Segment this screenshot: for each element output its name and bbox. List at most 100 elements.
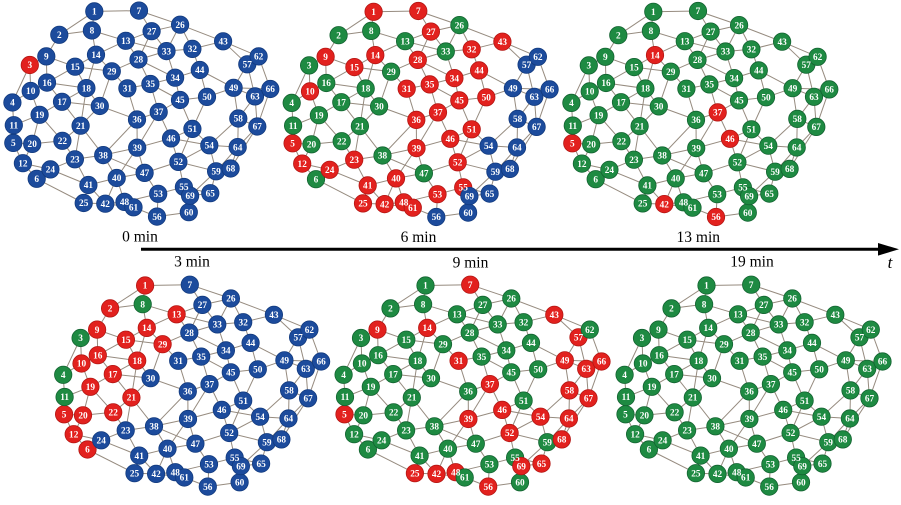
- svg-text:24: 24: [46, 166, 56, 176]
- svg-text:41: 41: [643, 182, 653, 192]
- svg-text:13 min: 13 min: [677, 229, 721, 246]
- svg-text:66: 66: [266, 85, 276, 95]
- svg-text:13: 13: [452, 311, 462, 321]
- svg-text:26: 26: [175, 21, 185, 31]
- svg-text:33: 33: [441, 48, 451, 58]
- svg-text:58: 58: [793, 115, 803, 125]
- svg-text:68: 68: [505, 165, 515, 175]
- svg-text:65: 65: [765, 190, 775, 200]
- svg-text:31: 31: [174, 357, 184, 367]
- svg-text:15: 15: [350, 63, 360, 73]
- svg-text:53: 53: [204, 460, 214, 470]
- svg-text:15: 15: [629, 63, 639, 73]
- svg-text:25: 25: [410, 469, 420, 479]
- svg-text:64: 64: [284, 415, 294, 425]
- svg-text:38: 38: [378, 152, 388, 162]
- svg-text:24: 24: [605, 166, 615, 176]
- svg-text:23: 23: [682, 427, 692, 437]
- svg-text:11: 11: [289, 122, 298, 132]
- svg-text:64: 64: [233, 143, 243, 153]
- svg-text:54: 54: [536, 413, 546, 423]
- svg-text:26: 26: [507, 295, 517, 305]
- svg-text:2: 2: [388, 305, 393, 315]
- svg-text:51: 51: [519, 397, 529, 407]
- svg-text:25: 25: [638, 200, 648, 210]
- svg-text:1: 1: [143, 282, 148, 292]
- svg-text:37: 37: [433, 109, 443, 119]
- svg-text:6: 6: [314, 175, 319, 185]
- svg-text:68: 68: [226, 165, 236, 175]
- svg-text:21: 21: [407, 394, 417, 404]
- svg-text:32: 32: [239, 318, 249, 328]
- svg-text:28: 28: [746, 329, 756, 339]
- svg-text:37: 37: [766, 380, 776, 390]
- svg-text:69: 69: [798, 462, 808, 472]
- svg-text:24: 24: [97, 437, 107, 447]
- svg-text:41: 41: [696, 452, 706, 462]
- svg-text:35: 35: [146, 80, 156, 90]
- svg-text:18: 18: [82, 84, 92, 94]
- svg-text:63: 63: [530, 93, 540, 103]
- svg-text:7: 7: [468, 281, 473, 291]
- svg-text:44: 44: [246, 339, 256, 349]
- svg-text:9: 9: [323, 53, 328, 63]
- svg-text:20: 20: [307, 141, 317, 151]
- svg-text:10: 10: [26, 87, 36, 97]
- svg-text:61: 61: [129, 204, 139, 214]
- svg-text:4: 4: [10, 99, 15, 109]
- svg-text:65: 65: [537, 460, 547, 470]
- svg-text:45: 45: [734, 97, 744, 107]
- svg-text:62: 62: [585, 326, 595, 336]
- svg-text:49: 49: [229, 84, 239, 94]
- svg-text:3 min: 3 min: [174, 253, 210, 270]
- svg-text:9: 9: [44, 53, 49, 63]
- svg-text:30: 30: [146, 374, 156, 384]
- svg-text:40: 40: [724, 445, 734, 455]
- svg-text:11: 11: [341, 393, 350, 403]
- svg-text:5: 5: [570, 140, 575, 150]
- svg-text:69: 69: [236, 462, 246, 472]
- svg-text:66: 66: [597, 358, 607, 368]
- svg-text:59: 59: [262, 438, 272, 448]
- svg-text:10: 10: [357, 360, 367, 370]
- svg-text:5: 5: [11, 139, 16, 149]
- svg-text:5: 5: [623, 411, 628, 421]
- svg-text:32: 32: [519, 318, 529, 328]
- svg-text:35: 35: [477, 353, 487, 363]
- svg-text:46: 46: [779, 406, 789, 416]
- svg-text:5: 5: [290, 140, 295, 150]
- svg-text:10: 10: [638, 360, 648, 370]
- svg-text:54: 54: [205, 142, 215, 152]
- svg-text:40: 40: [163, 445, 173, 455]
- svg-text:13: 13: [680, 37, 690, 47]
- svg-text:44: 44: [807, 339, 817, 349]
- svg-text:3: 3: [359, 334, 364, 344]
- svg-text:32: 32: [800, 318, 810, 328]
- svg-text:68: 68: [557, 436, 567, 446]
- svg-text:49: 49: [788, 84, 798, 94]
- svg-text:51: 51: [747, 126, 757, 136]
- svg-text:60: 60: [184, 208, 194, 218]
- svg-text:22: 22: [389, 409, 399, 419]
- svg-text:13: 13: [172, 311, 182, 321]
- svg-text:53: 53: [485, 460, 495, 470]
- svg-text:31: 31: [682, 85, 692, 95]
- svg-text:27: 27: [759, 301, 769, 311]
- svg-text:10: 10: [77, 360, 87, 370]
- svg-text:1: 1: [423, 282, 428, 292]
- svg-text:19: 19: [594, 111, 604, 121]
- svg-text:21: 21: [635, 122, 645, 132]
- svg-text:60: 60: [235, 479, 245, 489]
- svg-text:27: 27: [147, 27, 157, 37]
- svg-text:14: 14: [371, 51, 381, 61]
- svg-text:23: 23: [629, 156, 639, 166]
- svg-text:34: 34: [221, 347, 231, 357]
- svg-text:24: 24: [377, 437, 387, 447]
- svg-text:38: 38: [99, 151, 109, 161]
- svg-text:19: 19: [366, 383, 376, 393]
- svg-text:26: 26: [226, 295, 236, 305]
- svg-text:18: 18: [133, 357, 143, 367]
- svg-text:42: 42: [432, 470, 442, 480]
- svg-text:33: 33: [213, 321, 223, 331]
- svg-text:22: 22: [670, 409, 680, 419]
